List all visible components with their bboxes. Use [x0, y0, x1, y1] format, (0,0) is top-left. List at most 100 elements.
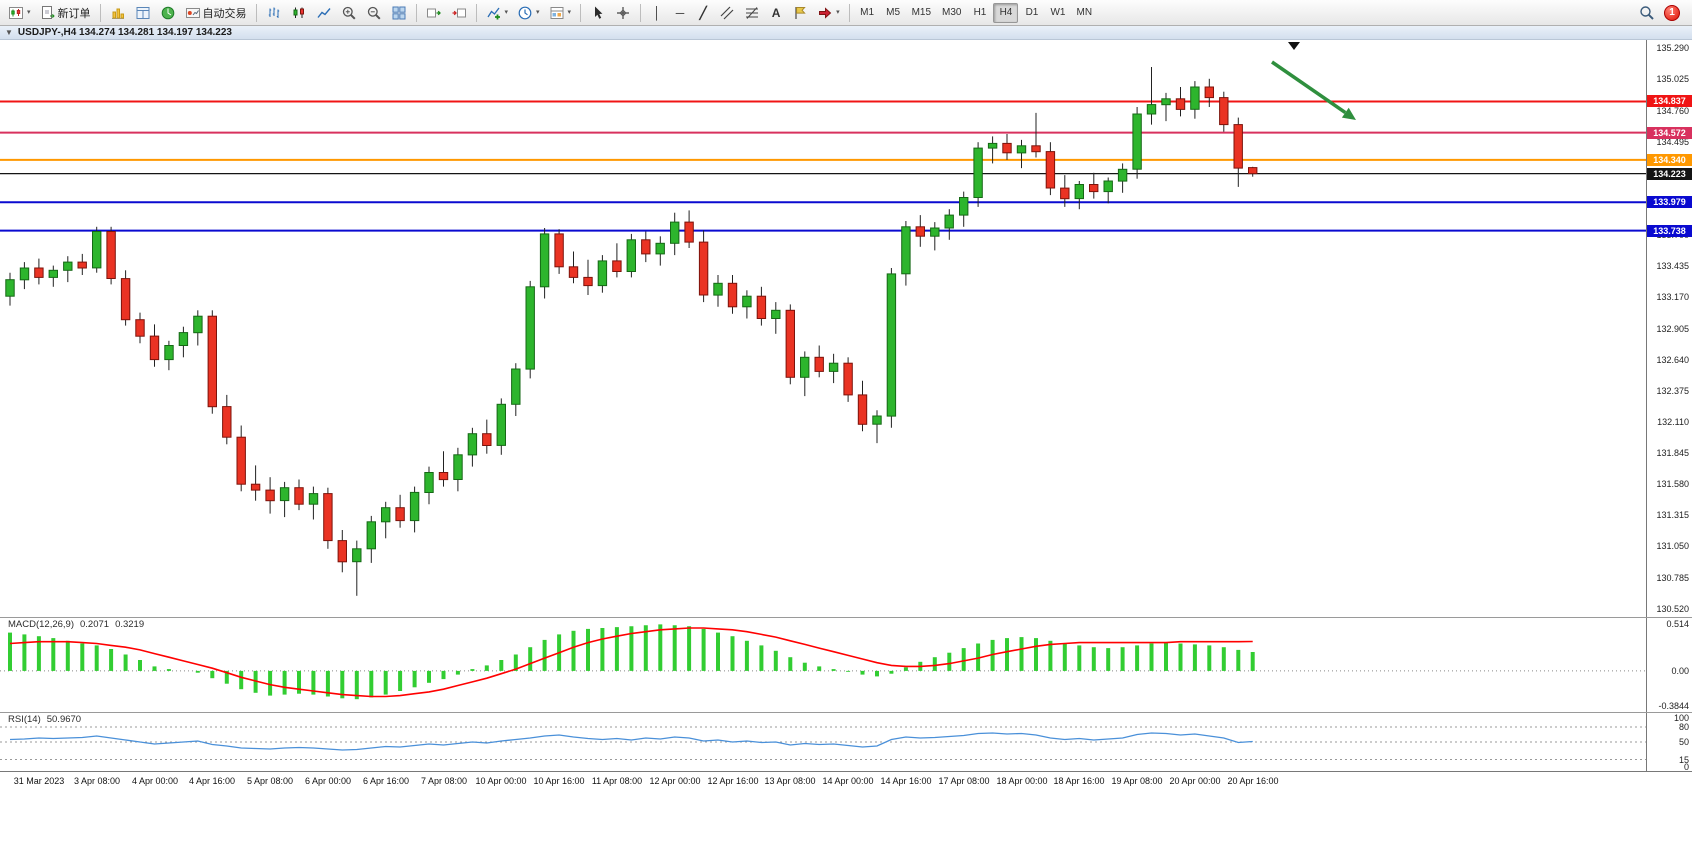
data-window-button[interactable]	[131, 2, 155, 24]
vertical-line-button[interactable]: │	[646, 2, 668, 24]
zoom-in-button[interactable]	[337, 2, 361, 24]
label-tool-button[interactable]	[788, 2, 812, 24]
timeframe-h1[interactable]: H1	[967, 3, 992, 23]
vertical-line-icon: │	[653, 5, 661, 20]
chart-title: USDJPY-,H4 134.274 134.281 134.197 134.2…	[17, 27, 232, 38]
horizontal-line-icon: ─	[675, 5, 685, 20]
trendline-button[interactable]: ╱	[692, 2, 714, 24]
new-order-label: 新订单	[57, 7, 91, 20]
line-chart-button[interactable]	[312, 2, 336, 24]
notification-badge[interactable]: 1	[1664, 4, 1680, 21]
timeframe-h4[interactable]: H4	[993, 2, 1019, 23]
search-button[interactable]	[1635, 2, 1659, 24]
macd-pane: MACD(12,26,9) 0.2071 0.3219 0.514 0.00 -0.…	[0, 617, 1692, 712]
chart-shift-button[interactable]	[447, 2, 471, 24]
timeframe-w1[interactable]: W1	[1045, 3, 1070, 23]
timeframe-m5[interactable]: M5	[881, 3, 906, 23]
new-chart-button[interactable]: ▾	[4, 2, 35, 24]
chevron-down-icon: ▾	[536, 9, 540, 16]
shift-marker	[1288, 42, 1300, 50]
price-tick: 131.580	[1656, 479, 1689, 489]
toolbar-separator	[255, 3, 257, 22]
time-label: 7 Apr 08:00	[420, 776, 468, 786]
trendline-icon: ╱	[699, 5, 707, 20]
macd-label: MACD(12,26,9) 0.2071 0.3219	[6, 619, 147, 630]
fibonacci-button[interactable]	[740, 2, 764, 24]
price-tick: 135.025	[1656, 74, 1689, 84]
zoom-out-icon	[367, 6, 381, 20]
templates-icon	[550, 6, 564, 19]
price-tick: 133.435	[1656, 261, 1689, 271]
time-label: 11 Apr 08:00	[591, 776, 643, 786]
periods-button[interactable]: ▾	[513, 2, 544, 24]
time-label: 13 Apr 08:00	[764, 776, 816, 786]
price-tick: 132.375	[1656, 386, 1689, 396]
crosshair-button[interactable]	[611, 2, 635, 24]
toolbar-separator	[415, 3, 417, 22]
horizontal-line-button[interactable]: ─	[669, 2, 691, 24]
time-label: 14 Apr 00:00	[822, 776, 874, 786]
tile-windows-button[interactable]	[387, 2, 411, 24]
cursor-button[interactable]	[586, 2, 610, 24]
rsi-value: 50.9670	[46, 714, 82, 725]
time-label: 19 Apr 08:00	[1111, 776, 1163, 786]
fibonacci-icon	[746, 6, 759, 19]
tile-windows-icon	[392, 6, 406, 19]
price-tag: 134.837	[1647, 95, 1692, 107]
chart-titlebar: ▼ USDJPY-,H4 134.274 134.281 134.197 134…	[0, 26, 1692, 40]
window-menu-icon[interactable]: ▼	[5, 27, 13, 37]
main-toolbar: ▾ 新订单 自动交易	[0, 0, 1692, 26]
toolbar-separator	[99, 3, 101, 22]
toolbar-separator	[580, 3, 582, 22]
time-label: 6 Apr 00:00	[304, 776, 352, 786]
market-watch-button[interactable]	[106, 2, 130, 24]
price-tick: 130.785	[1656, 573, 1689, 583]
timeframe-m1[interactable]: M1	[855, 3, 880, 23]
arrows-tool-button[interactable]: ▾	[813, 2, 844, 24]
rsi-tick: 0	[1683, 762, 1689, 771]
macd-canvas[interactable]: MACD(12,26,9) 0.2071 0.3219	[0, 618, 1646, 712]
candlestick-chart-button[interactable]	[287, 2, 311, 24]
navigator-button[interactable]	[156, 2, 180, 24]
price-tick: 131.050	[1656, 541, 1689, 551]
macd-tick: 0.00	[1671, 666, 1689, 676]
time-axis[interactable]: 31 Mar 2023 3 Apr 08:00 4 Apr 00:00 4 Apr 1…	[0, 771, 1692, 790]
auto-scroll-button[interactable]	[422, 2, 446, 24]
price-tick: 135.290	[1656, 43, 1689, 53]
templates-button[interactable]: ▾	[545, 2, 576, 24]
price-tick: 130.520	[1656, 604, 1689, 614]
auto-trading-button[interactable]: 自动交易	[181, 2, 251, 24]
timeframe-mn[interactable]: MN	[1071, 3, 1097, 23]
indicators-button[interactable]: ▾	[482, 2, 513, 24]
current-price-tag: 134.223	[1647, 168, 1692, 180]
chart-shift-icon	[452, 8, 466, 17]
time-label: 3 Apr 08:00	[73, 776, 121, 786]
time-label: 12 Apr 00:00	[649, 776, 701, 786]
macd-axis[interactable]: 0.514 0.00 -0.3844	[1646, 618, 1692, 712]
new-order-icon	[41, 5, 55, 19]
rsi-axis[interactable]: 100 80 50 15 0	[1646, 713, 1692, 771]
rsi-tick: 15	[1678, 755, 1689, 765]
rsi-tick: 100	[1673, 713, 1689, 723]
channel-button[interactable]	[715, 2, 739, 24]
candlestick-chart-icon	[293, 7, 304, 18]
rsi-canvas[interactable]: RSI(14) 50.9670	[0, 713, 1646, 771]
arrow-tool-icon	[819, 6, 832, 19]
timeframe-m30[interactable]: M30	[937, 3, 966, 23]
time-label: 31 Mar 2023	[13, 776, 65, 786]
new-order-button[interactable]: 新订单	[36, 2, 95, 24]
bar-chart-button[interactable]	[262, 2, 286, 24]
timeframe-m15[interactable]: M15	[907, 3, 936, 23]
channel-icon	[720, 6, 734, 19]
price-axis[interactable]: 135.290135.025134.760134.495134.230133.9…	[1646, 40, 1692, 617]
zoom-out-button[interactable]	[362, 2, 386, 24]
price-tick: 132.905	[1656, 324, 1689, 334]
text-tool-button[interactable]: A	[765, 2, 787, 24]
auto-scroll-icon	[426, 8, 441, 17]
main-chart-canvas[interactable]	[0, 40, 1646, 617]
navigator-icon	[161, 6, 174, 19]
rsi-label: RSI(14) 50.9670	[6, 714, 84, 725]
timeframe-d1[interactable]: D1	[1019, 3, 1044, 23]
rsi-tick: 80	[1678, 722, 1689, 732]
